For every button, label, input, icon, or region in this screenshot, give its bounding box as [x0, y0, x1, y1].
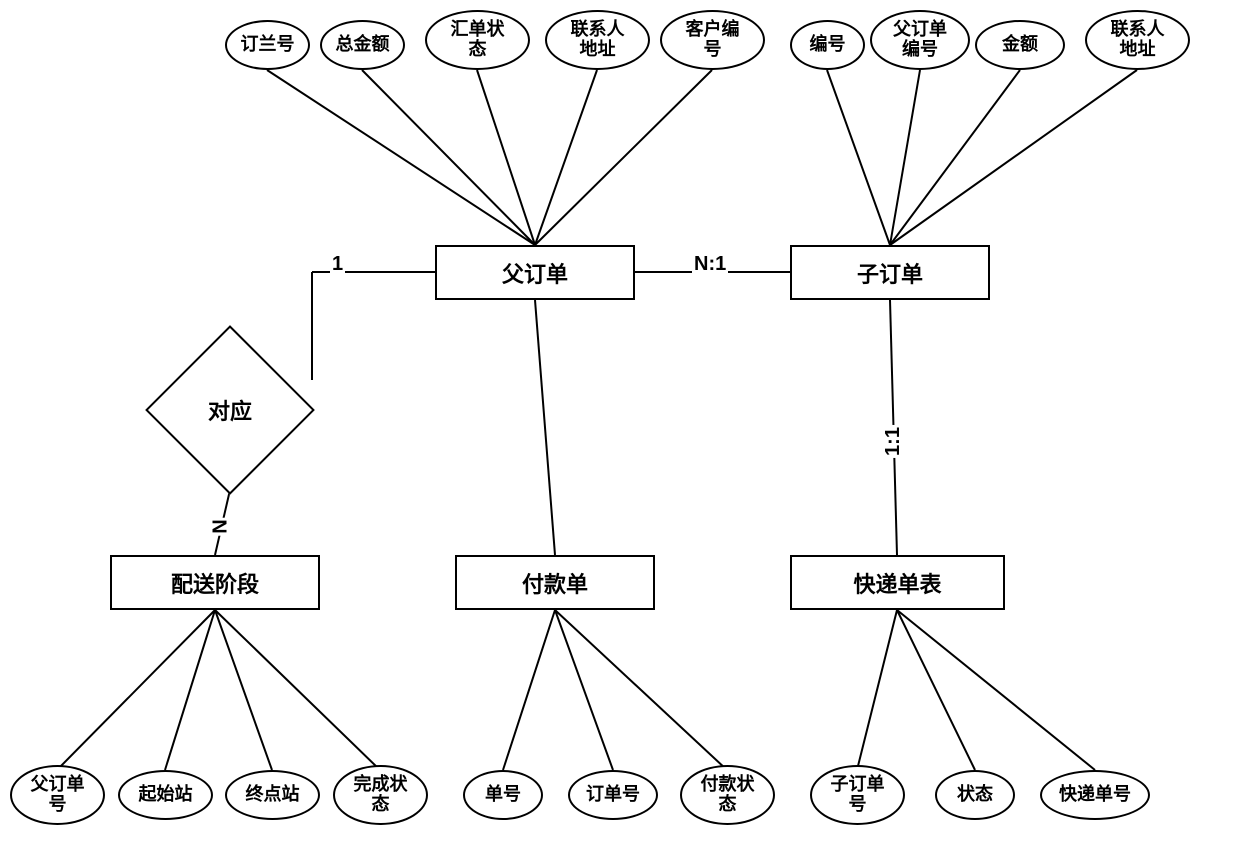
- attr-oval: 状态: [935, 770, 1015, 820]
- relationship-label: 对应: [208, 394, 252, 426]
- attr-oval: 快递单号: [1040, 770, 1150, 820]
- attr-oval: 父订单 号: [10, 765, 105, 825]
- attr-oval: 付款状 态: [680, 765, 775, 825]
- attr-oval: 订兰号: [225, 20, 310, 70]
- cardinality-n1: N:1: [692, 253, 728, 276]
- attr-oval: 单号: [463, 770, 543, 820]
- cardinality-one: 1: [330, 253, 345, 276]
- attr-oval: 起始站: [118, 770, 213, 820]
- attr-oval: 汇单状 态: [425, 10, 530, 70]
- entity-label: 配送阶段: [171, 567, 259, 599]
- entity-label: 父订单: [502, 257, 568, 289]
- attr-oval: 联系人 地址: [1085, 10, 1190, 70]
- entity-parent-order: 父订单: [435, 245, 635, 300]
- attr-oval: 总金额: [320, 20, 405, 70]
- cardinality-oneone: 1:1: [882, 425, 905, 458]
- attr-oval: 终点站: [225, 770, 320, 820]
- relationship-correspond: 对应: [170, 350, 290, 470]
- attr-oval: 父订单 编号: [870, 10, 970, 70]
- attr-oval: 客户编 号: [660, 10, 765, 70]
- entity-express: 快递单表: [790, 555, 1005, 610]
- entity-payment: 付款单: [455, 555, 655, 610]
- entity-label: 付款单: [522, 567, 588, 599]
- attr-oval: 完成状 态: [333, 765, 428, 825]
- attr-oval: 子订单 号: [810, 765, 905, 825]
- attr-oval: 金额: [975, 20, 1065, 70]
- entity-label: 子订单: [857, 257, 923, 289]
- entity-label: 快递单表: [853, 567, 941, 599]
- cardinality-n: N: [210, 517, 233, 535]
- entity-child-order: 子订单: [790, 245, 990, 300]
- attr-oval: 订单号: [568, 770, 658, 820]
- attr-oval: 编号: [790, 20, 865, 70]
- entity-delivery-stage: 配送阶段: [110, 555, 320, 610]
- attr-oval: 联系人 地址: [545, 10, 650, 70]
